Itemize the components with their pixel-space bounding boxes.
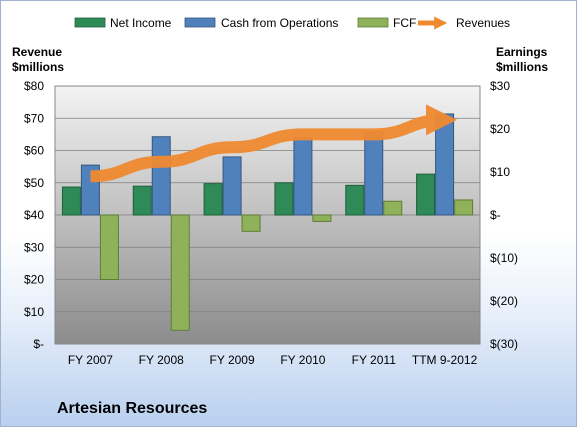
x-axis-tick-label: TTM 9-2012 <box>412 353 478 367</box>
bar-net-income <box>203 183 223 216</box>
left-axis-tick-label: $10 <box>24 305 44 319</box>
left-axis-tick-label: $70 <box>24 111 44 125</box>
legend-label-fcf: FCF <box>393 16 416 30</box>
legend-swatch-cash-from-operations <box>184 17 216 28</box>
bars <box>61 113 474 331</box>
bar-cash-from-operations <box>151 136 171 216</box>
bar-fcf <box>99 214 119 280</box>
right-axis-title-line1: Earnings <box>496 45 548 59</box>
right-axis-tick-label: $20 <box>490 122 510 136</box>
left-axis-tick-label: $30 <box>24 240 44 254</box>
bar-cash-from-operations <box>435 113 455 216</box>
legend: Net Income Cash from Operations FCF Reve… <box>74 16 510 30</box>
left-axis-ticks: $80 $70 $60 $50 $40 $30 $20 $10 $- <box>24 79 44 351</box>
bar-cash-from-operations <box>293 137 313 216</box>
x-axis-tick-label: FY 2009 <box>210 353 255 367</box>
bar-net-income <box>345 184 365 216</box>
left-axis-tick-label: $50 <box>24 176 44 190</box>
right-axis-tick-label: $(20) <box>490 294 518 308</box>
left-axis-tick-label: $40 <box>24 208 44 222</box>
legend-label-cash-from-operations: Cash from Operations <box>221 16 338 30</box>
right-axis-tick-label: $- <box>490 208 501 222</box>
right-axis-tick-label: $10 <box>490 165 510 179</box>
right-axis-tick-label: $30 <box>490 79 510 93</box>
x-axis-ticks: FY 2007 FY 2008 FY 2009 FY 2010 FY 2011 TTM 9… <box>68 353 478 367</box>
bar-fcf <box>170 214 190 331</box>
left-axis-tick-label: $60 <box>24 144 44 158</box>
right-axis-title-line2: $millions <box>496 60 548 74</box>
legend-swatch-fcf <box>357 17 389 28</box>
legend-swatch-net-income <box>74 17 106 28</box>
legend-label-revenues: Revenues <box>456 16 510 30</box>
bar-net-income <box>274 182 294 216</box>
bar-net-income <box>61 186 81 216</box>
gridlines <box>55 117 480 313</box>
company-name: Artesian Resources <box>57 400 207 417</box>
left-axis-title-line1: Revenue <box>12 45 62 59</box>
bar-net-income <box>132 185 152 216</box>
legend-label-net-income: Net Income <box>110 16 172 30</box>
x-axis-tick-label: FY 2010 <box>280 353 325 367</box>
x-axis-tick-label: FY 2008 <box>139 353 184 367</box>
bar-cash-from-operations <box>364 131 384 216</box>
left-axis-tick-label: $20 <box>24 273 44 287</box>
bar-cash-from-operations <box>222 156 242 216</box>
bar-fcf <box>312 214 332 222</box>
bar-fcf <box>383 200 403 216</box>
revenue-line <box>90 104 458 183</box>
bar-net-income <box>416 173 436 216</box>
x-axis-tick-label: FY 2007 <box>68 353 113 367</box>
left-axis-title-line2: $millions <box>12 60 64 74</box>
right-axis-tick-label: $(10) <box>490 251 518 265</box>
right-axis-ticks: $30 $20 $10 $- $(10) $(20) $(30) <box>490 79 518 351</box>
revenue-series-line <box>90 104 458 183</box>
bar-fcf <box>241 214 261 232</box>
left-axis-tick-label: $- <box>33 337 44 351</box>
x-axis-tick-label: FY 2011 <box>352 353 397 367</box>
left-axis-tick-label: $80 <box>24 79 44 93</box>
bar-fcf <box>454 199 474 216</box>
right-axis-tick-label: $(30) <box>490 337 518 351</box>
